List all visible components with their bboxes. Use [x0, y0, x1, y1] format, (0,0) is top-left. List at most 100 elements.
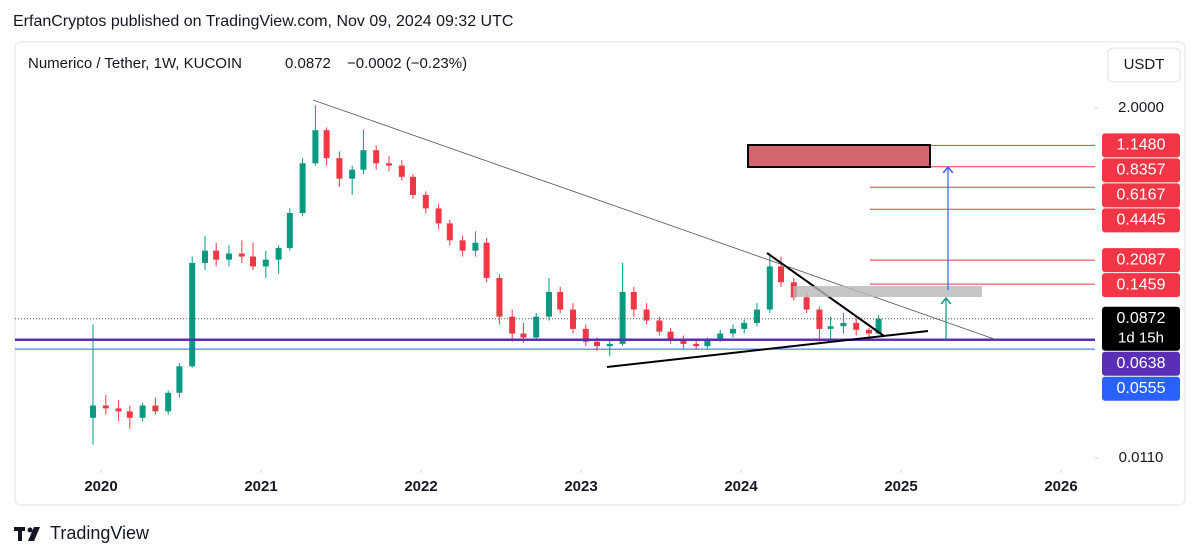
chart-frame: [14, 41, 1186, 506]
candle-body: [202, 250, 208, 263]
x-tick-label: 2024: [724, 478, 758, 495]
price-label-box: [1102, 183, 1180, 208]
candle-body: [299, 163, 306, 214]
breakout-zone: [793, 286, 982, 297]
candle-body: [853, 322, 860, 330]
candle-body: [619, 291, 626, 344]
footer-brand: TradingView: [50, 523, 150, 543]
price-label-box: [1102, 306, 1180, 351]
candle-body: [435, 208, 442, 224]
candle-body: [349, 169, 356, 179]
candle-body: [582, 328, 589, 342]
x-tick-label: 2023: [564, 478, 597, 495]
price-label-box: [1102, 351, 1180, 376]
candle-body: [373, 150, 380, 164]
price-label: 0.2087: [1117, 251, 1166, 268]
candle-body: [176, 366, 183, 393]
candle-body: [115, 408, 122, 412]
candle-body: [630, 291, 637, 310]
logo: [14, 527, 40, 541]
candle-body: [90, 405, 96, 418]
candle-body: [557, 291, 564, 310]
candle-body: [778, 266, 784, 283]
candle-body: [546, 291, 552, 317]
price-label: 0.0555: [1117, 380, 1166, 397]
y-tick-label: 0.0110: [1119, 449, 1164, 466]
candle-body: [102, 405, 109, 409]
price-label: 0.6167: [1117, 187, 1166, 204]
candle-body: [126, 411, 133, 418]
candle-body: [312, 130, 319, 164]
candle-body: [213, 250, 220, 260]
candle-body: [520, 333, 527, 338]
price-label: 0.0638: [1117, 355, 1166, 372]
candle-body: [165, 392, 172, 412]
price-label: 0.4445: [1117, 212, 1166, 229]
candle-body: [704, 339, 711, 347]
candle-body: [803, 297, 810, 310]
candle-body: [533, 316, 540, 338]
currency-label: USDT: [1124, 56, 1165, 73]
candle-body: [226, 253, 232, 260]
candle-body: [717, 333, 724, 340]
candle-body: [152, 405, 159, 412]
candle-body: [286, 213, 293, 248]
candle-body: [741, 322, 748, 329]
countdown: 1d 15h: [1118, 330, 1164, 347]
candle-body: [422, 194, 429, 209]
x-tick-label: 2022: [404, 478, 437, 495]
candle-body: [840, 322, 847, 327]
price-label: 0.0872: [1117, 310, 1166, 327]
candle-body: [509, 316, 516, 334]
triangle-support: [606, 330, 929, 368]
price-label-box: [1102, 248, 1180, 273]
candle-body: [483, 242, 490, 278]
currency-button[interactable]: [1107, 47, 1181, 83]
candle-body: [459, 240, 466, 251]
target-zone: [747, 144, 931, 168]
price-label: 0.8357: [1117, 162, 1166, 179]
candle-body: [680, 339, 687, 344]
candle-body: [594, 341, 600, 347]
price-label: 0.1459: [1117, 276, 1166, 293]
x-tick-label: 2020: [84, 478, 117, 495]
candle-body: [875, 318, 882, 334]
trend-line: [312, 99, 998, 341]
x-tick-label: 2025: [884, 478, 917, 495]
header: ErfanCryptos published on TradingView.co…: [13, 13, 513, 30]
candle-body: [656, 320, 663, 332]
candle-body: [766, 266, 773, 310]
x-tick-label: 2026: [1044, 478, 1077, 495]
x-tick-label: 2021: [244, 478, 277, 495]
candle-body: [667, 331, 674, 340]
candle-body: [827, 326, 834, 329]
candle-body: [410, 176, 416, 195]
candle-body: [866, 329, 872, 334]
legend-price: 0.0872: [285, 55, 331, 72]
symbol: Numerico / Tether, 1W, KUCOIN: [28, 55, 242, 72]
candle-body: [275, 247, 282, 260]
candle-body: [693, 343, 700, 347]
candle-body: [754, 309, 760, 323]
candle-body: [398, 165, 405, 177]
price-label-box: [1102, 273, 1180, 298]
plot: 2020 2021 2022 2023 2024 2025 2026 2.0000 0.0110: [15, 99, 1164, 495]
candle-body: [472, 242, 479, 251]
candle-body: [730, 328, 736, 334]
candle-body: [250, 256, 256, 267]
candle-body: [262, 259, 269, 267]
price-label-box: [1102, 158, 1180, 183]
y-tick-label: 2.0000: [1118, 99, 1164, 116]
candle-body: [323, 130, 330, 159]
candle-body: [606, 343, 613, 347]
price-label-box: [1102, 133, 1180, 158]
candle-body: [386, 163, 392, 166]
candle-body: [139, 405, 146, 418]
legend-change: −0.0002 (−0.23%): [347, 55, 467, 72]
candle-body: [238, 253, 245, 257]
candle-body: [189, 262, 196, 367]
candle-body: [446, 223, 453, 241]
price-label-box: [1102, 208, 1180, 233]
